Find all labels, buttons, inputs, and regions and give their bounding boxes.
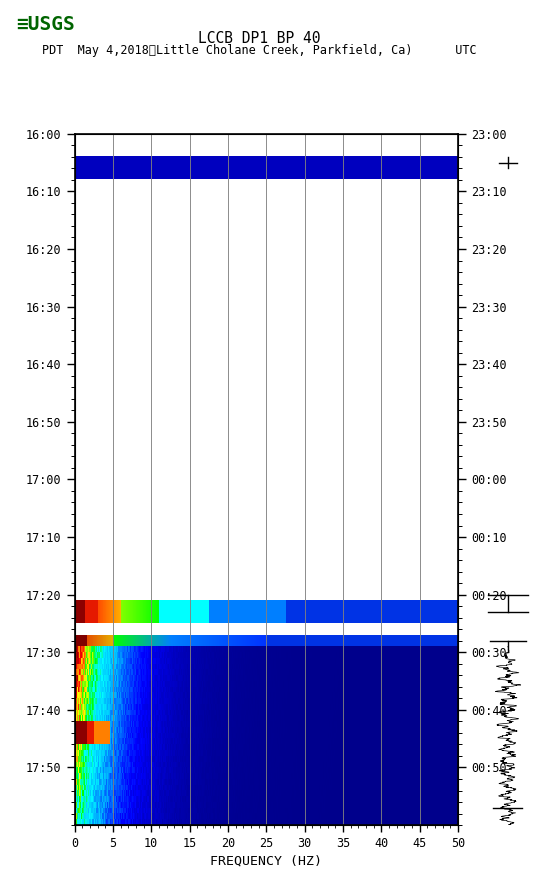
X-axis label: FREQUENCY (HZ): FREQUENCY (HZ) [210,854,322,867]
Text: PDT  May 4,2018一Little Cholane Creek, Parkfield, Ca)      UTC: PDT May 4,2018一Little Cholane Creek, Par… [42,44,477,57]
Text: LCCB DP1 BP 40: LCCB DP1 BP 40 [198,31,321,46]
Text: ≡USGS: ≡USGS [17,15,75,34]
